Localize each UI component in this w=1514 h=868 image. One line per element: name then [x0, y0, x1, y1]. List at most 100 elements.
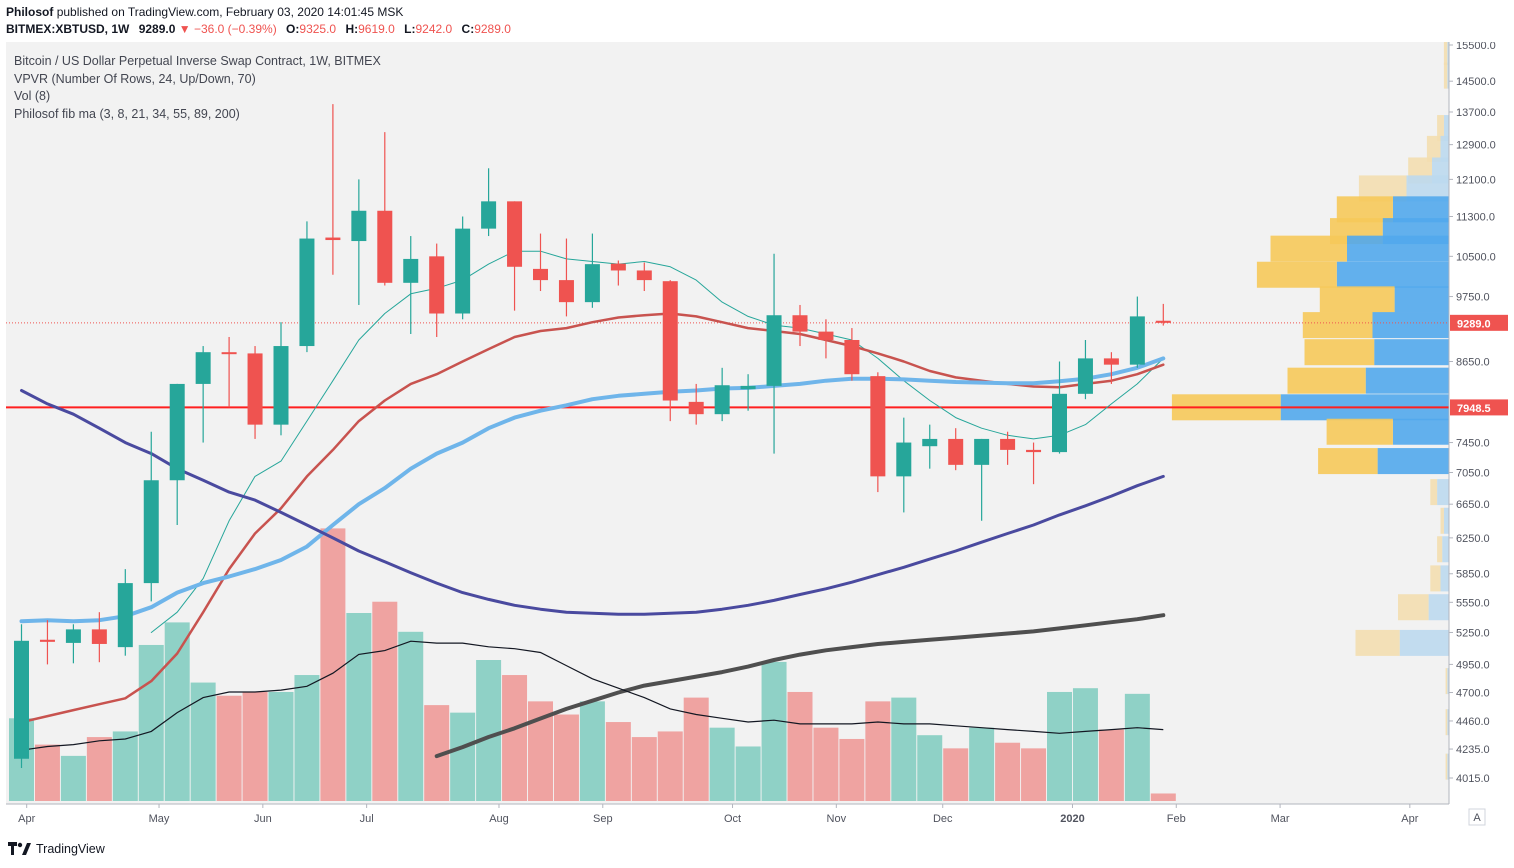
candle-body [1155, 320, 1171, 323]
volume-bar [709, 727, 735, 801]
ma-line [434, 613, 1166, 759]
vpvr-down-bar [1447, 753, 1449, 780]
volume-bar [1072, 688, 1098, 801]
auto-scale-button[interactable] [1468, 808, 1486, 826]
legend-vpvr[interactable]: VPVR (Number Of Rows, 24, Up/Down, 70) [14, 71, 256, 86]
price-tick-label: 14500.0 [1456, 76, 1496, 88]
volume-bar [865, 701, 891, 801]
vpvr-down-bar [1443, 115, 1449, 142]
candle-body [558, 280, 574, 303]
volume-bar [839, 738, 865, 801]
candle-body [1026, 449, 1042, 453]
candle-body [273, 346, 289, 425]
last-price: 9289.0 [138, 22, 176, 36]
volume-bar [1047, 691, 1072, 801]
ohlc-row: BITMEX:XBTUSD, 1W 9289.0 ▼ −36.0 (−0.39%… [6, 22, 511, 36]
ma-line [20, 389, 1165, 616]
volume-bar [34, 744, 60, 801]
vpvr-up-bar [1430, 479, 1438, 506]
time-tick-label: Apr [18, 813, 35, 825]
candle-body [507, 201, 523, 267]
candle-body [818, 331, 834, 340]
volume-bar [60, 755, 86, 801]
close-value: 9289.0 [474, 22, 511, 36]
price-tick-label: 6650.0 [1456, 499, 1490, 511]
price-tick-label: 11300.0 [1456, 211, 1495, 223]
candle-body [221, 352, 237, 355]
symbol-label: BITMEX:XBTUSD, 1W [6, 22, 130, 36]
volume-bar [657, 731, 683, 801]
volume-ma-line [21, 640, 1164, 751]
volume-bar [216, 695, 242, 801]
vpvr-down-bar [1399, 629, 1449, 656]
vpvr-down-bar [1440, 565, 1449, 592]
time-tick-label: Nov [827, 813, 847, 825]
candle-body [351, 210, 367, 242]
volume-bar [761, 661, 787, 801]
chart-legend: Bitcoin / US Dollar Perpetual Inverse Sw… [14, 53, 381, 123]
candle-body [1077, 358, 1093, 394]
volume-bar [1124, 693, 1150, 801]
price-tick-label: 5850.0 [1456, 569, 1490, 581]
open-label: O: [286, 22, 300, 36]
volume-bar [398, 631, 424, 801]
chart-container[interactable]: 15500.0 14500.0 13700.0 12900.0 12100.0 11300… [6, 39, 1508, 832]
publish-info: Philosof published on TradingView.com, F… [6, 5, 403, 19]
volume-bar [164, 622, 190, 801]
vpvr-down-bar [1392, 196, 1449, 223]
vpvr-down-bar [1428, 594, 1449, 621]
plot-background [6, 42, 1449, 804]
time-tick-label: Feb [1167, 813, 1186, 825]
candle-body [584, 264, 600, 303]
volume-bar [190, 682, 216, 801]
volume-bar [1098, 729, 1124, 801]
vpvr-up-bar [1304, 339, 1375, 366]
candle-body [974, 438, 990, 465]
vpvr-down-bar [1440, 135, 1449, 162]
vpvr-up-bar [1326, 418, 1393, 445]
candle-body [299, 238, 315, 347]
price-tick-label: 7050.0 [1456, 467, 1490, 479]
vpvr-up-bar [1437, 115, 1444, 142]
vpvr-down-bar [1447, 668, 1449, 695]
vpvr-up-bar [1440, 507, 1444, 534]
vpvr-down-bar [1347, 235, 1449, 262]
candle-body [481, 201, 497, 229]
vpvr-down-bar [1437, 479, 1449, 506]
support-price-label: 7948.5 [1457, 403, 1491, 415]
vpvr-up-bar [1270, 235, 1347, 262]
legend-volume[interactable]: Vol (8) [14, 89, 51, 103]
high-label: H: [345, 22, 359, 36]
candle-body [117, 583, 133, 648]
ma-line [150, 250, 1164, 633]
time-axis [6, 804, 1508, 832]
vpvr-down-bar [1442, 536, 1449, 563]
candle-body [377, 210, 393, 283]
ma-line [19, 356, 1166, 624]
vpvr-down-bar [1447, 39, 1449, 66]
tradingview-brand[interactable]: TradingView [36, 842, 105, 856]
volume-bar [735, 746, 761, 801]
vpvr-up-bar [1318, 448, 1378, 475]
time-tick-label: Jun [254, 813, 272, 825]
price-tick-label: 4235.0 [1456, 744, 1490, 756]
price-tick-label: 4460.0 [1456, 716, 1490, 728]
vpvr-up-bar [1430, 565, 1441, 592]
vpvr-up-bar [1445, 709, 1448, 736]
volume-bar [1021, 748, 1047, 801]
low-value: 9242.0 [415, 22, 453, 36]
vpvr-down-bar [1365, 367, 1449, 394]
candle-body [247, 353, 263, 425]
high-value: 9619.0 [358, 22, 395, 36]
vpvr-up-bar [1445, 753, 1448, 780]
price-chart[interactable]: 15500.0 14500.0 13700.0 12900.0 12100.0 11300… [6, 39, 1508, 832]
candle-body [1000, 438, 1016, 450]
candle-body [455, 228, 471, 314]
time-tick-label: Jul [360, 813, 374, 825]
volume-bar [346, 613, 372, 801]
legend-fib-ma[interactable]: Philosof fib ma (3, 8, 21, 34, 55, 89, 2… [14, 106, 240, 121]
candle-body [688, 401, 704, 415]
candle-body [1052, 393, 1067, 453]
volume-bar [268, 691, 294, 801]
volume-bar [787, 691, 813, 801]
